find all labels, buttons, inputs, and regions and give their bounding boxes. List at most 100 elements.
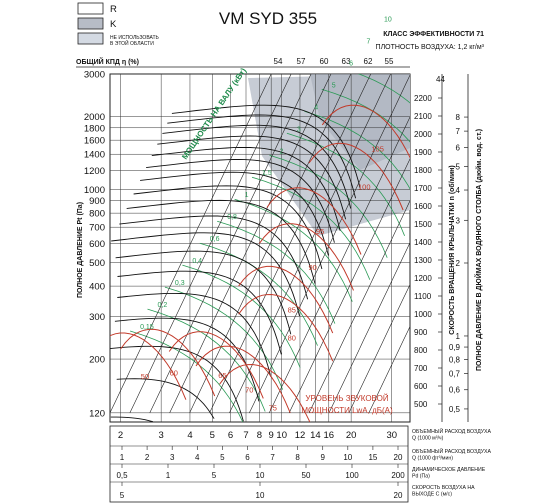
x-tick-0: 2 xyxy=(118,430,123,441)
y-tick-14: 200 xyxy=(89,355,105,366)
power-curve-7 xyxy=(251,176,371,280)
system-line-0 xyxy=(110,74,272,413)
x-tick-11: 16 xyxy=(324,430,335,441)
y-tick-7: 900 xyxy=(89,196,105,207)
bottom-tick-label-2-0: 0,5 xyxy=(116,471,128,480)
sound-curves xyxy=(110,104,410,422)
chart-title: VM SYD 355 xyxy=(219,9,317,28)
power-label-3: 0,4 xyxy=(192,258,202,265)
x-tick-9: 12 xyxy=(295,430,306,441)
speed-curve-900 xyxy=(117,292,272,377)
speed-tick-7: 1500 xyxy=(414,220,432,229)
sound-curve-105 xyxy=(321,104,410,159)
efficiency-class: КЛАСС ЭФФЕКТИВНОСТИ 71 xyxy=(383,31,484,38)
bottom-tick-label-2-3: 10 xyxy=(256,471,265,480)
power-curve-0 xyxy=(129,330,244,422)
legend-not-used-label-1: НЕ ИСПОЛЬЗОВАТЬ xyxy=(110,35,159,41)
speed-tick-4: 1800 xyxy=(414,166,432,175)
sound-curve-60 xyxy=(120,328,216,397)
power-curve-5 xyxy=(217,220,336,324)
bottom-label-0-a: ОБЪЕМНЫЙ РАСХОД ВОЗДУХА xyxy=(412,427,492,435)
y-tick-4: 1400 xyxy=(84,150,105,161)
y-tick-9: 700 xyxy=(89,223,105,234)
efficiency-value-1: 57 xyxy=(297,57,306,66)
speed-curve-500 xyxy=(110,416,154,422)
efficiency-value-3: 63 xyxy=(342,57,351,66)
speed-axis-label: СКОРОСТЬ ВРАЩЕНИЯ КРЫЛЬЧАТКИ n (об/мин) xyxy=(448,165,456,334)
speed-axis-ticks: 2200 2100 2000 1900 1800 1700 1600 1500 1400 1300… xyxy=(414,75,445,409)
sound-level-100: 100 xyxy=(358,183,371,192)
power-curve-12 xyxy=(357,74,410,104)
speed-tick-11: 1100 xyxy=(414,292,432,301)
speed-curve-2100 xyxy=(167,114,357,199)
power-curve-3 xyxy=(182,264,301,368)
speed-curve-1200 xyxy=(111,232,300,317)
speed-tick-2: 2000 xyxy=(414,130,432,139)
bottom-label-2-a: ДИНАМИЧЕСКОЕ ДАВЛЕНИЕ xyxy=(412,467,486,473)
power-curve-6 xyxy=(234,198,353,302)
bottom-tick-label-1-9: 10 xyxy=(343,453,352,462)
speed-curve-1700 xyxy=(146,159,335,243)
speed-tick-3: 1900 xyxy=(414,148,432,157)
y-tick-6: 1000 xyxy=(84,185,105,196)
speed-curve-1600 xyxy=(140,171,329,256)
inch-tick-0: 8 xyxy=(456,113,461,122)
legend-r-label: R xyxy=(110,4,117,15)
speed-curve-1500 xyxy=(133,185,323,270)
sound-label-1: УРОВЕНЬ ЗВУКОВОЙ xyxy=(305,394,388,403)
power-label-12: 6 xyxy=(349,60,353,67)
legend-k-swatch xyxy=(77,17,104,30)
inch-axis-label: ПОЛНОЕ ДАВЛЕНИЕ В ДЮЙМАХ ВОДЯНОГО СТОЛБА… xyxy=(474,129,483,371)
sound-level-70: 70 xyxy=(245,385,253,394)
inch-tick-2: 6 xyxy=(456,143,461,152)
y-tick-2: 1800 xyxy=(84,123,105,134)
sound-curve-65 xyxy=(168,331,264,399)
sound-level-105: 105 xyxy=(371,144,384,153)
power-curve-17 xyxy=(426,0,544,60)
inch-tick-11: 0,6 xyxy=(449,386,461,395)
y-axis-label: ПОЛНОЕ ДАВЛЕНИЕ Pt (Па) xyxy=(77,202,84,298)
inch-tick-7: 1 xyxy=(456,332,461,341)
x-tick-1: 3 xyxy=(159,430,164,441)
power-label-14: 10 xyxy=(384,16,392,23)
system-line-6 xyxy=(229,74,391,413)
sound-level-60: 60 xyxy=(170,369,178,378)
bottom-tick-label-2-1: 1 xyxy=(166,471,171,480)
system-line-2 xyxy=(149,74,312,413)
speed-tick-16: 600 xyxy=(414,382,428,391)
inch-tick-5: 3 xyxy=(456,216,461,225)
speed-tick-top: 44 xyxy=(436,75,445,84)
sound-labels: 50 60 65 70 75 80 85 90 95 100 105 xyxy=(141,144,384,412)
bottom-tick-label-3-1: 10 xyxy=(256,491,265,500)
power-label-7: 1,5 xyxy=(262,170,272,177)
x-tick-10: 14 xyxy=(310,430,321,441)
bottom-tick-label-1-4: 5 xyxy=(220,453,225,462)
y-tick-5: 1200 xyxy=(84,166,105,177)
speed-curve-1000 xyxy=(117,270,282,355)
bottom-tick-label-1-1: 2 xyxy=(145,453,150,462)
bottom-tick-label-1-7: 8 xyxy=(295,453,300,462)
y-tick-10: 600 xyxy=(89,239,105,250)
efficiency-value-4: 62 xyxy=(364,57,373,66)
bottom-tick-label-1-10: 15 xyxy=(368,453,377,462)
sound-level-85: 85 xyxy=(288,306,296,315)
air-density: ПЛОТНОСТЬ ВОЗДУХА: 1,2 кг/м³ xyxy=(376,44,485,51)
sound-curve-50 xyxy=(110,332,187,400)
efficiency-value-0: 54 xyxy=(274,57,283,66)
inch-tick-1: 7 xyxy=(456,127,461,136)
power-label-5: 0,8 xyxy=(227,214,237,221)
speed-curves xyxy=(110,74,410,422)
speed-tick-1: 2100 xyxy=(414,112,432,121)
legend: R K НЕ ИСПОЛЬЗОВАТЬ В ЭТОЙ ОБЛАСТИ xyxy=(77,2,159,47)
speed-tick-17: 500 xyxy=(414,400,428,409)
power-curve-2 xyxy=(164,286,284,390)
speed-tick-13: 900 xyxy=(414,328,428,337)
bottom-tick-label-1-6: 7 xyxy=(270,453,275,462)
legend-not-used-label-2: В ЭТОЙ ОБЛАСТИ xyxy=(110,39,154,47)
system-line-4 xyxy=(189,74,352,413)
sound-label-2: МОЩНОСТИ LwA, дБ(А) xyxy=(301,406,393,415)
bottom-tick-label-2-4: 50 xyxy=(302,471,311,480)
